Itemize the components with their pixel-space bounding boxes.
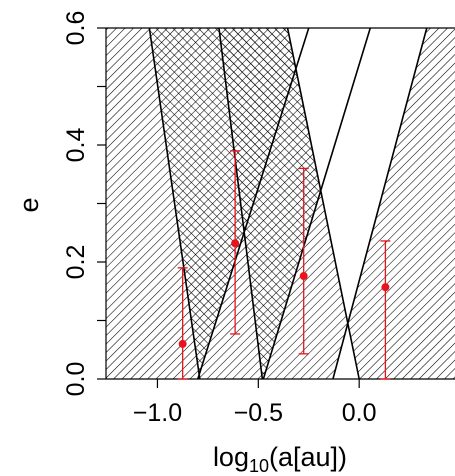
data-point-group	[230, 150, 241, 335]
y-tick-label: 0.6	[62, 11, 90, 46]
data-point-marker	[299, 272, 308, 281]
x-axis-title: log10(a[au])	[213, 442, 347, 476]
y-ticks: 0.0 0.2 0.4 0.6	[62, 11, 106, 397]
x-axis-title-main: log	[213, 442, 249, 472]
y-tick-label: 0.2	[62, 245, 90, 280]
data-points	[177, 150, 391, 380]
region-boundary-line	[148, 28, 201, 379]
region-boundary-line	[262, 28, 372, 379]
unhatched-regions	[287, 28, 427, 379]
x-axis-title-subscript: 10	[249, 456, 269, 476]
unhatched-region	[287, 28, 427, 379]
y-axis-title: e	[14, 197, 44, 212]
x-axis-title-rest: (a[au])	[269, 442, 347, 472]
y-tick-label: 0.4	[62, 128, 90, 163]
data-point-marker	[178, 339, 187, 348]
plot-area	[106, 28, 455, 379]
region-boundary-line	[332, 28, 428, 379]
region-boundaries	[148, 28, 428, 379]
region-boundary-line	[286, 28, 360, 379]
x-tick-label: −1.0	[133, 399, 182, 427]
region-boundary-line	[197, 28, 310, 379]
data-point-group	[380, 240, 391, 380]
y-tick-label: 0.0	[62, 362, 90, 397]
data-point-group	[177, 267, 188, 380]
x-tick-label: −0.5	[234, 399, 283, 427]
x-tick-label: 0.0	[342, 399, 377, 427]
data-point-marker	[381, 283, 390, 292]
region-boundary-line	[218, 28, 264, 379]
x-ticks: −1.0 −0.5 0.0	[133, 379, 377, 427]
data-point-marker	[231, 239, 240, 248]
data-point-group	[298, 167, 309, 355]
